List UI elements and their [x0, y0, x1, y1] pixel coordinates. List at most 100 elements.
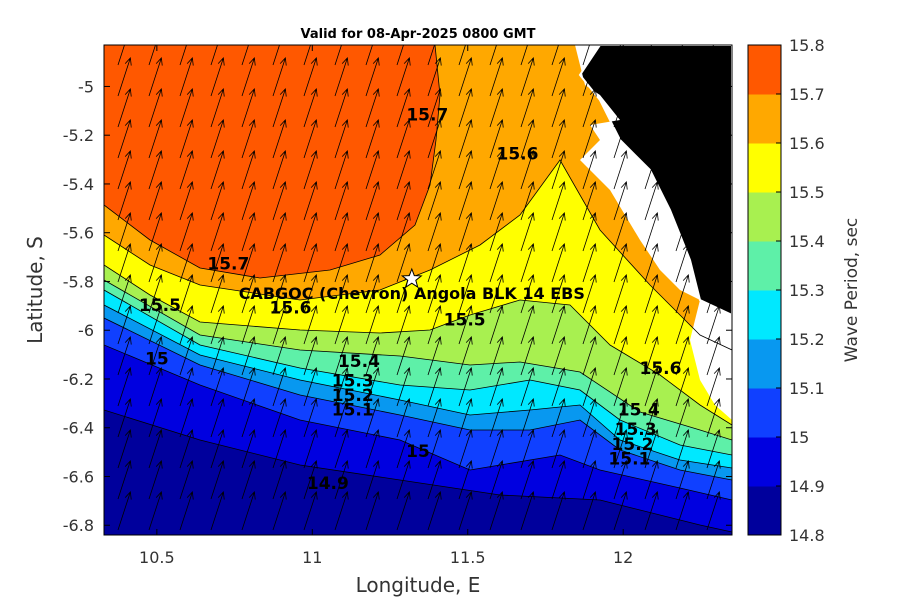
wind-arrow [179, 181, 194, 221]
wind-arrow [148, 119, 163, 159]
wind-arrow [179, 429, 194, 469]
wind-arrow [551, 119, 566, 159]
wind-arrow [334, 305, 349, 345]
wind-arrow [520, 274, 535, 314]
wind-arrow [706, 398, 721, 438]
wind-arrow [582, 57, 597, 97]
colorbar-tick-label: 15.3 [789, 281, 825, 300]
wind-arrow [241, 212, 256, 252]
wind-arrow [613, 491, 628, 531]
wind-arrow [396, 150, 411, 190]
wind-arrow [551, 45, 559, 66]
plot-frame [103, 44, 733, 536]
wind-arrow [117, 460, 132, 500]
wind-arrow [520, 336, 535, 376]
wind-arrow [489, 429, 504, 469]
wind-arrow [117, 57, 132, 97]
wind-arrow [675, 491, 690, 531]
wind-arrow [365, 45, 373, 66]
wind-arrow [117, 119, 132, 159]
wind-arrow [458, 460, 473, 500]
wind-arrow [675, 45, 683, 66]
wind-arrow [706, 367, 721, 407]
wind-arrow [303, 367, 318, 407]
plot-area: 15.715.615.715.615.515.515.615 15.415.315… [104, 45, 732, 535]
wind-arrow [706, 460, 721, 500]
contour-label: 15.5 [139, 296, 181, 316]
wind-arrow [551, 150, 566, 190]
wind-arrow [551, 398, 566, 438]
wind-arrow [706, 88, 721, 128]
wind-arrow [365, 212, 380, 252]
wind-arrow [706, 491, 721, 531]
wind-arrow [303, 181, 318, 221]
wind-arrow [179, 274, 194, 314]
wind-arrow [365, 243, 380, 283]
wind-arrow [582, 367, 597, 407]
wind-arrow [272, 119, 287, 159]
wind-arrow [458, 491, 473, 531]
wind-arrow [644, 305, 659, 345]
wind-arrow [675, 305, 690, 345]
wind-arrow [520, 367, 535, 407]
wind-arrow [675, 274, 690, 314]
wind-arrow [582, 336, 597, 376]
wind-arrow [706, 243, 721, 283]
contour-label: 15.4 [618, 401, 660, 421]
wind-arrow [210, 181, 225, 221]
wind-arrow [179, 336, 194, 376]
chart-title: Valid for 08-Apr-2025 0800 GMT [301, 27, 536, 42]
contour-label: 15.6 [270, 298, 312, 318]
colorbar-tick-label: 15.7 [789, 85, 825, 104]
wind-arrow [644, 429, 659, 469]
wind-arrow [458, 119, 473, 159]
wind-arrow [241, 336, 256, 376]
wind-arrow [427, 88, 442, 128]
wind-arrow [644, 45, 652, 66]
contour-label: 15.4 [338, 352, 380, 372]
contour-label: 15.1 [608, 449, 650, 469]
wind-arrow [396, 491, 411, 531]
wind-arrow [675, 336, 690, 376]
wind-arrow [427, 491, 442, 531]
wind-arrow [427, 243, 442, 283]
wind-arrow [458, 429, 473, 469]
wind-arrow [334, 57, 349, 97]
wind-arrow [303, 88, 318, 128]
wind-arrow [148, 336, 163, 376]
wind-arrow [489, 398, 504, 438]
wind-arrow [210, 429, 225, 469]
colorbar-segment [748, 241, 781, 291]
wind-arrow [210, 150, 225, 190]
colorbar-tick-label: 14.9 [789, 477, 825, 496]
x-axis: 10.5 11 11.5 12 [139, 45, 633, 567]
wind-arrow [148, 429, 163, 469]
wind-arrow [179, 460, 194, 500]
nodata-area-coast [690, 300, 732, 420]
wind-arrow [148, 367, 163, 407]
station-label: CABGOC (Chevron) Angola BLK 14 EBS [239, 284, 585, 303]
wind-arrow [179, 45, 187, 66]
wind-arrow [613, 45, 621, 66]
wind-arrow [272, 45, 280, 66]
contour-lines [104, 45, 732, 533]
wind-arrow [520, 119, 535, 159]
wind-arrow [241, 45, 249, 66]
wind-arrow [241, 398, 256, 438]
wind-arrow [396, 57, 411, 97]
wind-arrow [458, 398, 473, 438]
wind-arrow [334, 429, 349, 469]
contour-line-15-3 [104, 289, 732, 456]
wind-arrow [179, 150, 194, 190]
wind-arrow [675, 429, 690, 469]
wind-arrow [241, 429, 256, 469]
wind-arrow [520, 57, 535, 97]
contour-label: 15.3 [615, 420, 657, 440]
wind-arrow [551, 57, 566, 97]
contour-line-15-7 [104, 45, 441, 279]
wind-arrow [644, 460, 659, 500]
wind-arrow [582, 45, 590, 66]
wind-arrow [117, 305, 132, 345]
wind-arrow [117, 367, 132, 407]
wind-arrow [489, 181, 504, 221]
